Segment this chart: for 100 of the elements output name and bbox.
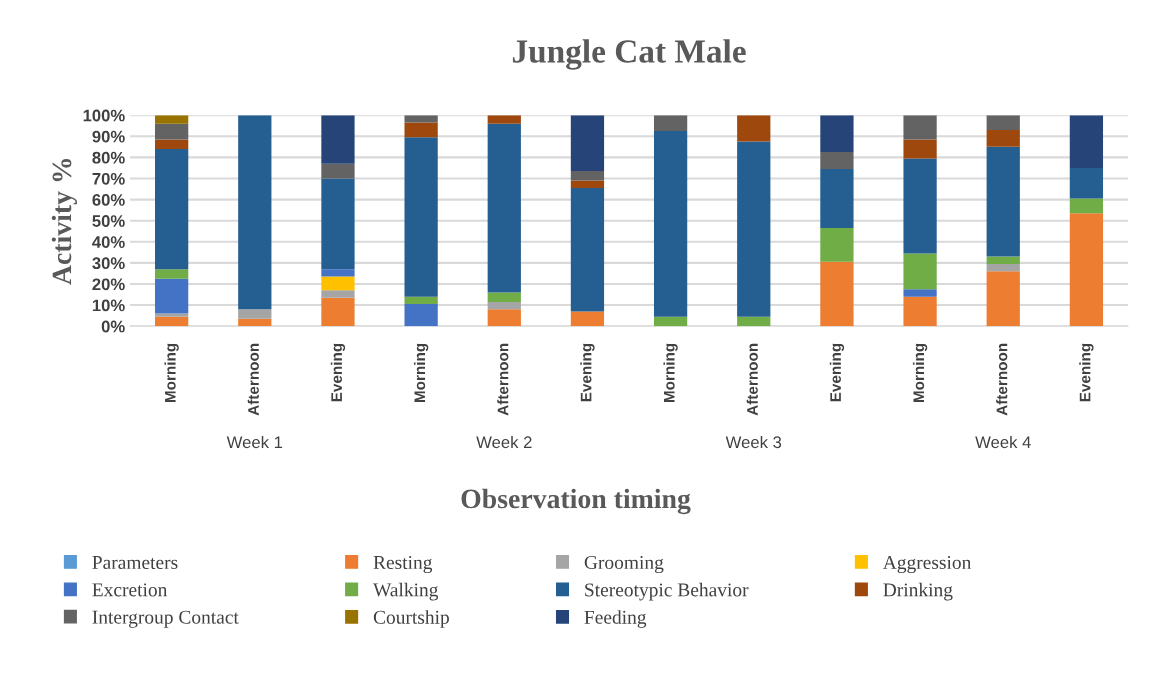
bar — [986, 129, 1020, 147]
bar — [155, 123, 189, 140]
bar — [155, 148, 189, 270]
x-tick-label: Evening — [330, 343, 346, 402]
bar — [238, 115, 272, 310]
legend-label: Excretion — [92, 583, 168, 597]
bar — [321, 115, 355, 164]
bar — [570, 311, 605, 327]
x-tick-label: Morning — [912, 343, 928, 403]
bar — [570, 115, 605, 172]
y-tick-label: 0% — [101, 320, 125, 333]
bar — [238, 309, 272, 319]
y-tick-label: 20% — [92, 278, 125, 291]
legend-label: Courtship — [373, 610, 449, 628]
bar — [487, 292, 521, 302]
bar — [737, 141, 771, 317]
bar — [986, 146, 1020, 257]
text: Week 1 — [226, 435, 283, 449]
y-axis-title: Activity % — [51, 158, 78, 285]
x-tick-label: Morning — [663, 343, 678, 403]
x-tick-label: Afternoon — [247, 343, 259, 416]
bar — [321, 276, 355, 291]
text: Week 4 — [975, 435, 1031, 449]
bar — [321, 163, 355, 179]
bar — [570, 187, 605, 312]
x-tick-label: Afternoon — [996, 343, 1008, 416]
y-tick-label: 80% — [92, 151, 125, 164]
legend-label: Feeding — [584, 610, 647, 628]
x-tick-label: Morning — [413, 343, 429, 403]
bar — [155, 278, 189, 314]
bar — [155, 115, 189, 124]
bar — [155, 313, 189, 317]
bar — [1069, 115, 1104, 168]
bar — [404, 115, 438, 123]
bar — [903, 253, 937, 290]
bar — [404, 296, 438, 305]
bar — [487, 115, 521, 124]
y-tick-label: 30% — [92, 257, 125, 270]
bar — [487, 309, 521, 327]
x-tick-label: Afternoon — [497, 343, 509, 416]
bar — [321, 269, 355, 277]
y-tick-label: 40% — [92, 236, 125, 248]
text: Week 2 — [476, 435, 532, 449]
bar — [737, 115, 771, 142]
x-axis-title: Observation timing — [461, 488, 691, 515]
bar — [820, 261, 854, 327]
bar — [321, 178, 355, 270]
bar — [986, 256, 1020, 264]
x-tick-label: Evening — [829, 343, 845, 402]
bar — [1069, 167, 1104, 199]
legend-label: Walking — [373, 582, 439, 601]
bar — [820, 115, 854, 153]
legend-label: Resting — [373, 555, 433, 574]
y-tick-label: 50% — [92, 215, 125, 227]
legend-label: Parameters — [92, 556, 178, 570]
bar — [820, 169, 854, 229]
legend-label: Drinking — [883, 582, 953, 601]
bar — [986, 115, 1020, 130]
bar — [986, 271, 1020, 327]
chart-title: Jungle Cat Male — [512, 39, 746, 70]
bar — [404, 137, 438, 297]
y-tick-label: 10% — [92, 299, 125, 312]
y-tick-label: 60% — [92, 194, 125, 206]
bar — [321, 297, 355, 327]
bar — [903, 139, 937, 159]
bar — [238, 318, 272, 327]
bar — [404, 122, 438, 138]
bar — [570, 171, 605, 181]
bar — [653, 316, 688, 327]
bar — [155, 316, 189, 327]
bar — [487, 301, 521, 310]
bar — [820, 152, 854, 169]
bar — [737, 316, 771, 327]
bar — [1069, 213, 1104, 327]
bar — [820, 228, 854, 262]
x-tick-label: Evening — [580, 343, 595, 402]
bar — [155, 139, 189, 149]
bar — [321, 290, 355, 298]
legend-label: Grooming — [584, 555, 664, 574]
y-tick-label: 70% — [92, 172, 125, 185]
bar — [903, 296, 937, 327]
bar — [155, 269, 189, 279]
bar — [903, 115, 937, 140]
bar — [570, 180, 605, 188]
bar — [903, 158, 937, 254]
bar — [487, 123, 521, 293]
legend-label: Intergroup Contact — [92, 610, 239, 628]
y-tick-label: 100% — [83, 109, 125, 122]
legend-label: Aggression — [882, 555, 972, 574]
x-tick-label: Morning — [164, 343, 179, 403]
y-tick-label: 90% — [92, 130, 125, 143]
x-tick-label: Evening — [1079, 343, 1094, 402]
bar — [903, 289, 937, 297]
bar — [653, 115, 688, 132]
bar — [1069, 198, 1104, 214]
x-tick-label: Afternoon — [746, 343, 758, 416]
text: Week 3 — [725, 435, 782, 449]
bar — [986, 263, 1020, 272]
legend-label: Stereotypic Behavior — [585, 582, 749, 601]
bar — [653, 131, 688, 317]
